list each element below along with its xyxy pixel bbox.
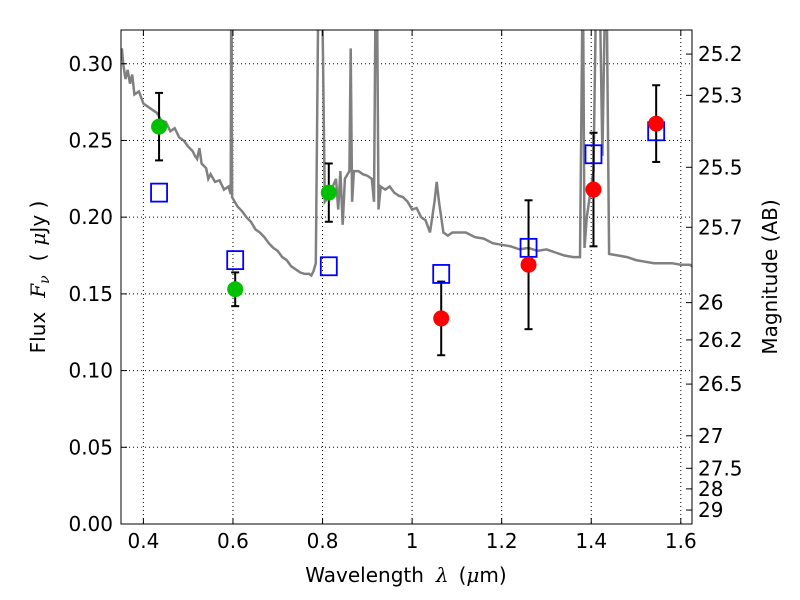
observed-point-red — [585, 181, 602, 198]
observed-point-green — [227, 281, 244, 298]
observed-point-red — [433, 310, 450, 327]
y2-tick-label: 27.5 — [698, 456, 743, 480]
y2-tick-label: 25.5 — [698, 155, 743, 179]
model-photometry-square — [319, 256, 338, 277]
y-tick-label: 0.10 — [68, 359, 113, 383]
observed-point-red — [648, 115, 665, 132]
x-tick-label: 1.6 — [665, 529, 697, 553]
x-tick-label: 0.8 — [307, 529, 339, 553]
y2-tick-label: 29 — [698, 498, 723, 522]
model-spectrum-line — [121, 30, 692, 278]
markers — [150, 84, 666, 357]
model-photometry-square — [432, 264, 451, 284]
y-tick-label: 0.00 — [68, 512, 113, 536]
plot-frame — [120, 29, 693, 525]
x-tick-label: 1.4 — [575, 529, 607, 553]
y2-tick-label: 25.7 — [698, 215, 743, 239]
y2-tick-label: 26 — [698, 291, 723, 315]
y-tick-label: 0.30 — [68, 52, 113, 76]
x-tick-label: 1.2 — [486, 529, 518, 553]
x-tick-label: 0.6 — [217, 529, 249, 553]
model-photometry-square — [226, 250, 245, 271]
y2-tick-label: 27 — [698, 424, 723, 448]
model-photometry-square — [150, 182, 168, 203]
ticks: 0.4 0.6 0.8 1 1.2 1.4 1.6 0.00 0.05 0.10 0.15 0.20 0… — [68, 30, 743, 553]
observed-point-red — [520, 256, 537, 273]
x-tick-label: 0.4 — [127, 529, 159, 553]
y2-axis-label: Magnitude (AB) — [758, 199, 782, 354]
y2-tick-label: 28 — [698, 477, 723, 501]
y2-tick-label: 26.5 — [698, 372, 743, 396]
y-tick-label: 0.25 — [68, 128, 113, 152]
x-tick-label: 1 — [406, 529, 419, 553]
plot-area — [121, 30, 692, 357]
y-tick-label: 0.15 — [68, 282, 113, 306]
observed-point-green — [151, 118, 168, 135]
y2-tick-label: 26.2 — [698, 328, 743, 352]
y2-tick-label: 25.2 — [698, 42, 743, 66]
x-axis-label: Wavelength λ (μm) — [305, 563, 506, 587]
y-axis-label: FluxFν(μJy ) — [26, 201, 53, 354]
y-tick-label: 0.20 — [68, 205, 113, 229]
y2-tick-label: 25.3 — [698, 83, 743, 107]
grid — [121, 30, 692, 524]
observed-point-green — [320, 184, 337, 201]
y-tick-label: 0.05 — [68, 435, 113, 459]
model-photometry-square — [584, 144, 603, 165]
